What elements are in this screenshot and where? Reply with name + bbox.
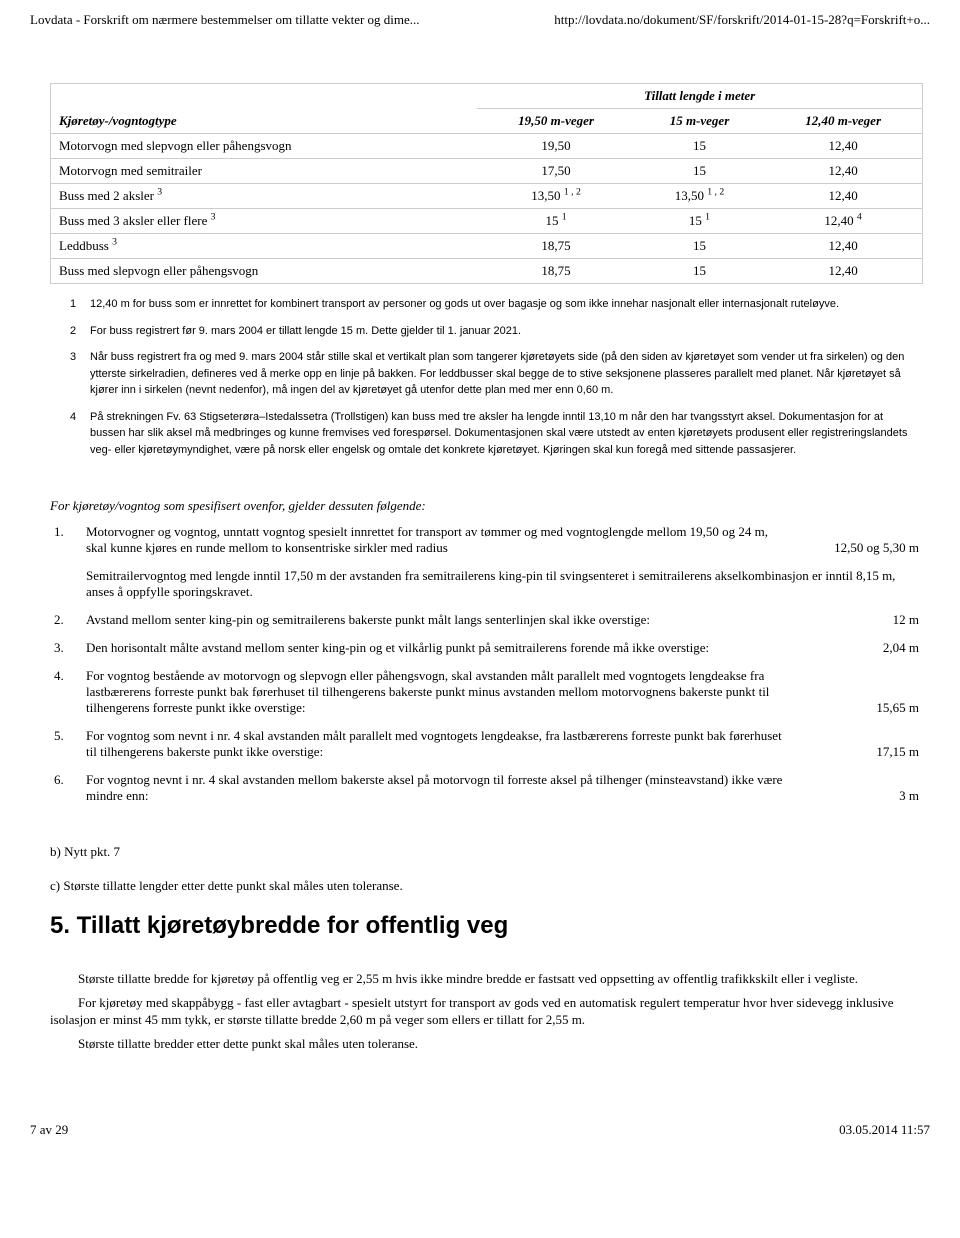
- rule-row: 4. For vogntog bestående av motorvogn og…: [50, 666, 923, 726]
- table-row: Motorvogn med slepvogn eller påhengsvogn…: [51, 134, 923, 159]
- footnote: 2 For buss registrert før 9. mars 2004 e…: [70, 323, 910, 340]
- rules-heading: For kjøretøy/vogntog som spesifisert ove…: [50, 498, 930, 514]
- col-head-3: 12,40 m-veger: [764, 109, 922, 134]
- rules-table: 1. Motorvogner og vogntog, unntatt vognt…: [50, 522, 923, 814]
- table-caption: Tillatt lengde i meter: [477, 84, 922, 109]
- footer-left: 7 av 29: [30, 1122, 68, 1138]
- col-head-0: Kjøretøy-/vogntogtype: [51, 109, 478, 134]
- body-para: Største tillatte bredde for kjøretøy på …: [50, 970, 910, 988]
- header-left: Lovdata - Forskrift om nærmere bestemmel…: [30, 12, 420, 28]
- body-para: For kjøretøy med skappåbygg - fast eller…: [50, 994, 910, 1029]
- col-head-2: 15 m-veger: [635, 109, 765, 134]
- rule-row: 6. For vogntog nevnt i nr. 4 skal avstan…: [50, 770, 923, 814]
- table-row: Motorvogn med semitrailer 17,50 15 12,40: [51, 159, 923, 184]
- footnote: 1 12,40 m for buss som er innrettet for …: [70, 296, 910, 313]
- table-row: Buss med slepvogn eller påhengsvogn 18,7…: [51, 259, 923, 284]
- section-heading: 5. Tillatt kjøretøybredde for offentlig …: [50, 912, 930, 940]
- footnote: 4 På strekningen Fv. 63 Stigseterøra–Ist…: [70, 409, 910, 459]
- table-row: Leddbuss 3 18,75 15 12,40: [51, 234, 923, 259]
- rule-row-extra: Semitrailervogntog med lengde inntil 17,…: [50, 566, 923, 610]
- table-row: Buss med 3 aksler eller flere 3 15 1 15 …: [51, 209, 923, 234]
- footnote: 3 Når buss registrert fra og med 9. mars…: [70, 349, 910, 399]
- rule-row: 1. Motorvogner og vogntog, unntatt vognt…: [50, 522, 923, 566]
- rule-row: 5. For vogntog som nevnt i nr. 4 skal av…: [50, 726, 923, 770]
- rule-row: 3. Den horisontalt målte avstand mellom …: [50, 638, 923, 666]
- table-row: Buss med 2 aksler 3 13,50 1 , 2 13,50 1 …: [51, 184, 923, 209]
- pkt-b: b) Nytt pkt. 7: [50, 844, 930, 860]
- footer-right: 03.05.2014 11:57: [839, 1122, 930, 1138]
- rule-row: 2. Avstand mellom senter king-pin og sem…: [50, 610, 923, 638]
- footnotes: 1 12,40 m for buss som er innrettet for …: [70, 296, 910, 458]
- length-table: Tillatt lengde i meter Kjøretøy-/vogntog…: [50, 83, 923, 284]
- page-header: Lovdata - Forskrift om nærmere bestemmel…: [30, 12, 930, 28]
- col-head-1: 19,50 m-veger: [477, 109, 634, 134]
- pkt-c: c) Største tillatte lengder etter dette …: [50, 878, 930, 894]
- header-right: http://lovdata.no/dokument/SF/forskrift/…: [554, 12, 930, 28]
- page-footer: 7 av 29 03.05.2014 11:57: [30, 1122, 930, 1138]
- body-para: Største tillatte bredder etter dette pun…: [50, 1035, 910, 1053]
